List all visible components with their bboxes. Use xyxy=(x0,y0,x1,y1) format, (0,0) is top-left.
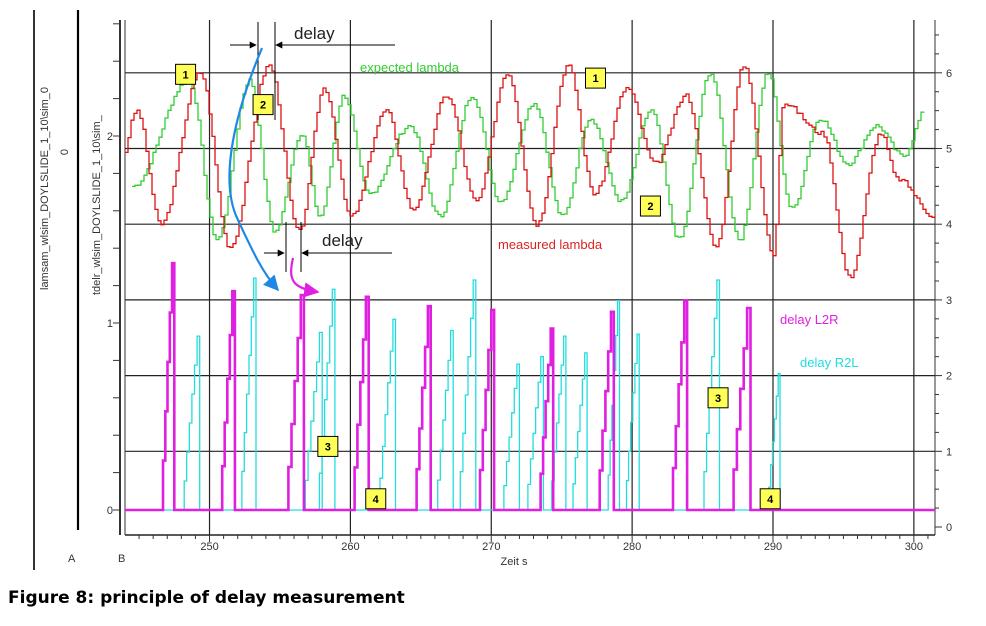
series-layer xyxy=(125,64,936,512)
y-axis-label-outer: lamsam_wlsim_DOYLSLIDE_1_10\sim_0 xyxy=(39,87,51,290)
delay-chart: 250 260 270 280 290 300 0 1 2 3 4 5 6 0 1 2 0 1 2 1 2 3 3 4 4 e… xyxy=(33,10,952,570)
series-delay-r2l xyxy=(125,277,935,511)
marker-box-1: 1 xyxy=(175,63,197,85)
marker-box-4: 4 xyxy=(759,488,781,510)
x-axis-label: Zeit s xyxy=(501,556,528,568)
label-measured-lambda: measured lambda xyxy=(498,237,603,252)
marker-box-bg xyxy=(252,94,274,116)
x-tick-label-290: 290 xyxy=(764,541,782,553)
marker-box-bg xyxy=(585,67,607,89)
curve-arrow-magenta xyxy=(290,257,320,298)
series-measured-lambda xyxy=(125,64,936,279)
marker-label: 4 xyxy=(373,494,380,506)
x-tick-label-250: 250 xyxy=(200,541,218,553)
marker-label: 2 xyxy=(260,100,266,112)
panel-letter-b: B xyxy=(118,553,125,565)
marker-box-4: 4 xyxy=(365,488,387,510)
left-tick-label-2: 2 xyxy=(107,131,113,143)
series-delay-l2r xyxy=(125,261,935,512)
y-axis-label-inner: tdelr_wlsim_DOYLSLIDE_1_10\sim_ xyxy=(91,114,103,295)
marker-box-bg xyxy=(365,488,387,510)
marker-box-bg xyxy=(175,63,197,85)
markers: 1 2 1 2 3 3 4 4 xyxy=(175,63,781,510)
delay-arrows xyxy=(228,22,395,298)
marker-label: 1 xyxy=(592,73,598,85)
marker-box-3: 3 xyxy=(317,435,339,457)
grid xyxy=(125,20,935,535)
label-delay-r2l: delay R2L xyxy=(800,355,859,370)
figure-caption: Figure 8: principle of delay measurement xyxy=(8,588,405,608)
x-tick-label-270: 270 xyxy=(482,541,500,553)
label-delay-mid: delay xyxy=(322,231,363,250)
right-tick-label-5: 5 xyxy=(946,144,952,156)
panel-letter-a: A xyxy=(68,553,76,565)
axes: 250 260 270 280 290 300 0 1 2 3 4 5 6 0 1 2 0 xyxy=(33,10,952,570)
label-expected-lambda: expected lambda xyxy=(360,60,460,75)
marker-label: 4 xyxy=(767,494,774,506)
left-tick-label-1: 1 xyxy=(107,318,113,330)
marker-box-2: 2 xyxy=(252,94,274,116)
right-tick-label-4: 4 xyxy=(946,219,952,231)
right-tick-label-6: 6 xyxy=(946,68,952,80)
right-tick-label-1: 1 xyxy=(946,446,952,458)
x-tick-label-260: 260 xyxy=(341,541,359,553)
plot-background xyxy=(125,20,935,535)
marker-label: 3 xyxy=(715,393,721,405)
marker-label: 2 xyxy=(647,201,653,213)
marker-box-1: 1 xyxy=(585,67,607,89)
label-delay-l2r: delay L2R xyxy=(780,312,839,327)
series-expected-lambda xyxy=(132,73,925,241)
label-delay-top: delay xyxy=(294,24,335,43)
marker-box-bg xyxy=(317,435,339,457)
right-tick-label-0: 0 xyxy=(946,522,952,534)
curve-arrow-blue xyxy=(228,47,280,292)
marker-box-3: 3 xyxy=(707,387,729,409)
outer-tick-label-0: 0 xyxy=(59,149,71,155)
marker-box-2: 2 xyxy=(639,195,661,217)
right-tick-label-2: 2 xyxy=(946,371,952,383)
marker-box-bg xyxy=(639,195,661,217)
left-tick-label-0: 0 xyxy=(107,505,113,517)
marker-box-bg xyxy=(759,488,781,510)
marker-label: 3 xyxy=(325,441,331,453)
x-tick-label-300: 300 xyxy=(905,541,923,553)
marker-box-bg xyxy=(707,387,729,409)
right-tick-label-3: 3 xyxy=(946,295,952,307)
marker-label: 1 xyxy=(183,69,189,81)
x-tick-label-280: 280 xyxy=(623,541,641,553)
